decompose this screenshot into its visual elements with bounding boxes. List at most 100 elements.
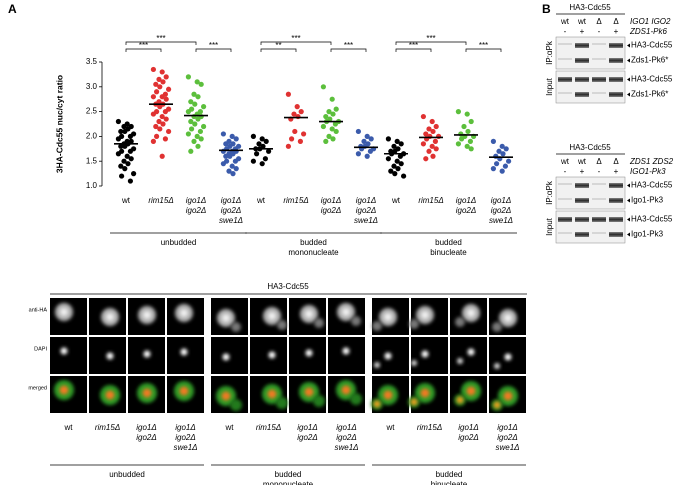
band xyxy=(575,58,589,63)
data-point xyxy=(232,158,238,164)
cell-signal xyxy=(455,317,465,327)
data-point xyxy=(455,109,461,115)
merge-nucleus xyxy=(373,400,381,408)
cell-signal xyxy=(372,321,382,331)
cell-signal xyxy=(409,319,419,329)
nucleus xyxy=(504,353,512,361)
strain-genes: IGO1 IGO2 xyxy=(630,17,671,26)
column-label: swe1Δ xyxy=(495,443,519,452)
micrograph xyxy=(411,337,448,374)
strain-label: Δ xyxy=(613,157,619,166)
tag-label: - xyxy=(598,167,601,176)
y-tick-label: 1.5 xyxy=(86,156,98,165)
group-label: budded xyxy=(275,470,302,479)
data-point xyxy=(500,151,506,157)
x-tick-label: igo1Δ xyxy=(356,196,377,205)
data-point xyxy=(163,96,169,102)
band xyxy=(592,43,606,45)
tag-label: + xyxy=(614,167,619,176)
data-point xyxy=(121,123,127,130)
data-point xyxy=(121,158,127,164)
x-tick-label: rim15Δ xyxy=(148,196,173,205)
column-label: rim15Δ xyxy=(95,423,120,432)
data-point xyxy=(298,109,304,115)
data-point xyxy=(297,138,303,144)
band xyxy=(592,92,606,94)
data-point xyxy=(125,161,131,167)
data-point xyxy=(294,104,300,110)
x-tick-label: igo1Δ xyxy=(321,196,342,205)
row-label: anti-HA xyxy=(29,307,48,313)
x-tick-label: igo1Δ xyxy=(456,196,477,205)
band xyxy=(592,217,606,222)
band xyxy=(558,77,572,82)
significance-bracket xyxy=(125,41,197,45)
data-point xyxy=(326,109,332,115)
data-point xyxy=(329,126,335,132)
band xyxy=(558,217,572,222)
merge-nucleus xyxy=(456,396,464,404)
data-point xyxy=(127,148,133,154)
merge-nucleus xyxy=(304,387,314,397)
significance-bracket xyxy=(260,48,297,52)
group-label: mononucleate xyxy=(288,248,339,257)
column-label: wt xyxy=(386,423,396,432)
band xyxy=(558,232,572,234)
data-point xyxy=(330,136,336,142)
group-label: binucleate xyxy=(430,248,467,257)
data-point xyxy=(194,79,200,85)
band-label: HA3-Cdc55 xyxy=(631,215,673,224)
micrograph xyxy=(211,337,248,374)
band xyxy=(575,198,589,203)
data-point xyxy=(153,123,159,130)
significance-label: *** xyxy=(156,34,165,43)
data-point xyxy=(429,118,435,125)
merge-nucleus xyxy=(383,390,393,400)
data-point xyxy=(185,74,191,80)
data-point xyxy=(432,138,438,144)
data-point xyxy=(401,173,407,179)
data-point xyxy=(368,136,374,142)
data-point xyxy=(263,138,269,144)
band xyxy=(592,183,606,185)
data-point xyxy=(157,126,163,132)
data-point xyxy=(198,81,204,87)
data-point xyxy=(259,136,265,142)
y-tick-label: 2.0 xyxy=(86,132,98,141)
cell-signal xyxy=(222,314,230,322)
data-point xyxy=(499,168,505,174)
data-point xyxy=(430,153,436,159)
band-label: HA3-Cdc55 xyxy=(631,41,673,50)
data-point xyxy=(320,123,326,130)
data-point xyxy=(291,111,297,117)
data-point xyxy=(355,128,361,135)
data-point xyxy=(250,133,256,139)
significance-bracket xyxy=(330,48,367,52)
data-point xyxy=(198,136,204,142)
tag-label: - xyxy=(564,27,567,36)
column-label: igo2Δ xyxy=(175,433,196,442)
data-point xyxy=(464,111,470,117)
data-point xyxy=(395,166,401,172)
data-point xyxy=(426,126,432,132)
data-point xyxy=(323,138,329,144)
band-arrow xyxy=(627,198,630,203)
strain-label: wt xyxy=(577,157,587,166)
data-point xyxy=(153,81,159,87)
blot-membrane xyxy=(555,176,626,210)
nucleus xyxy=(384,352,392,360)
data-point xyxy=(195,143,201,149)
data-point xyxy=(503,146,509,152)
data-point xyxy=(259,161,265,167)
data-point xyxy=(128,156,134,162)
x-tick-label: rim15Δ xyxy=(418,196,443,205)
data-point xyxy=(150,66,156,73)
data-point xyxy=(223,153,229,159)
cell-signal xyxy=(467,309,475,317)
data-point xyxy=(162,109,168,115)
band-label: Zds1-Pk6* xyxy=(631,56,668,65)
data-point xyxy=(455,141,461,147)
merge-nucleus xyxy=(503,391,513,401)
x-tick-label: igo1Δ xyxy=(221,196,242,205)
